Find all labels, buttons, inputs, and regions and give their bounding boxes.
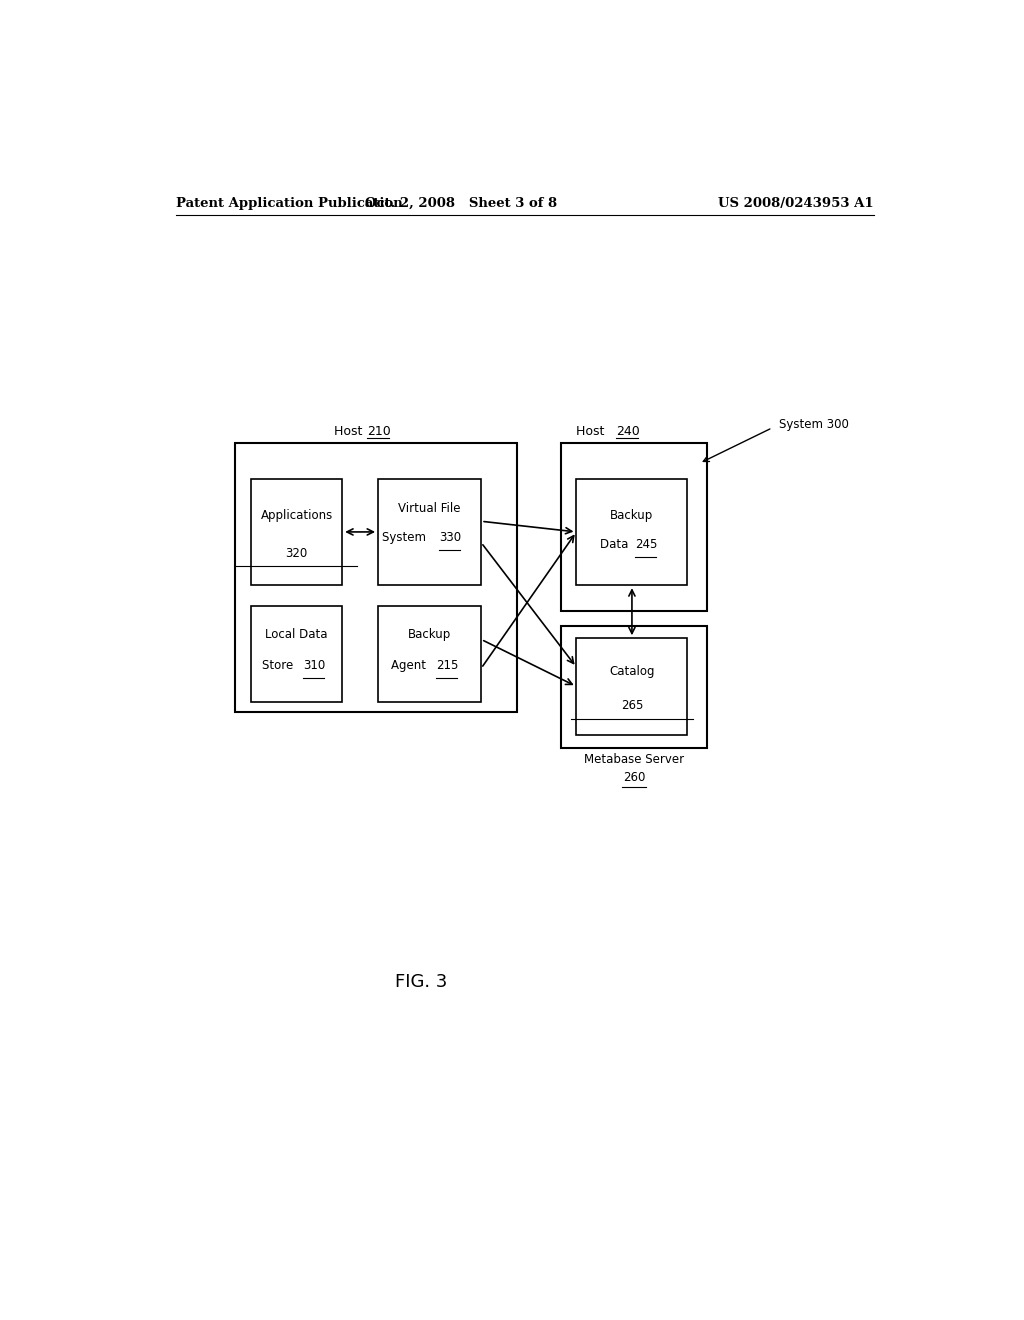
Bar [251, 479, 342, 585]
Bar [560, 626, 708, 748]
Bar [378, 479, 481, 585]
Text: System: System [382, 531, 430, 544]
Text: 215: 215 [436, 659, 459, 672]
Text: Host: Host [577, 425, 612, 438]
Bar [378, 606, 481, 702]
Bar [577, 479, 687, 585]
Text: 260: 260 [623, 771, 645, 784]
Text: 265: 265 [621, 700, 643, 713]
Text: Backup: Backup [408, 628, 452, 642]
Bar [236, 444, 517, 713]
Text: Backup: Backup [610, 510, 653, 523]
Text: Catalog: Catalog [609, 665, 654, 678]
Text: Data: Data [600, 539, 632, 552]
Text: Host: Host [334, 425, 367, 438]
Text: 245: 245 [635, 539, 657, 552]
Text: Agent: Agent [391, 659, 430, 672]
Bar [251, 606, 342, 702]
Text: 330: 330 [439, 531, 461, 544]
Text: Applications: Applications [260, 510, 333, 523]
Text: Metabase Server: Metabase Server [584, 752, 684, 766]
Text: Oct. 2, 2008   Sheet 3 of 8: Oct. 2, 2008 Sheet 3 of 8 [366, 197, 557, 210]
Text: Store: Store [262, 659, 297, 672]
Text: US 2008/0243953 A1: US 2008/0243953 A1 [719, 197, 873, 210]
Text: Patent Application Publication: Patent Application Publication [176, 197, 402, 210]
Text: 320: 320 [286, 546, 308, 560]
Bar [577, 638, 687, 735]
Text: Local Data: Local Data [265, 628, 328, 642]
Text: 210: 210 [367, 425, 391, 438]
Text: Virtual File: Virtual File [398, 502, 461, 515]
Bar [560, 444, 708, 611]
Text: FIG. 3: FIG. 3 [395, 973, 447, 991]
Text: 310: 310 [303, 659, 326, 672]
Text: 240: 240 [616, 425, 640, 438]
Text: System 300: System 300 [778, 418, 849, 432]
